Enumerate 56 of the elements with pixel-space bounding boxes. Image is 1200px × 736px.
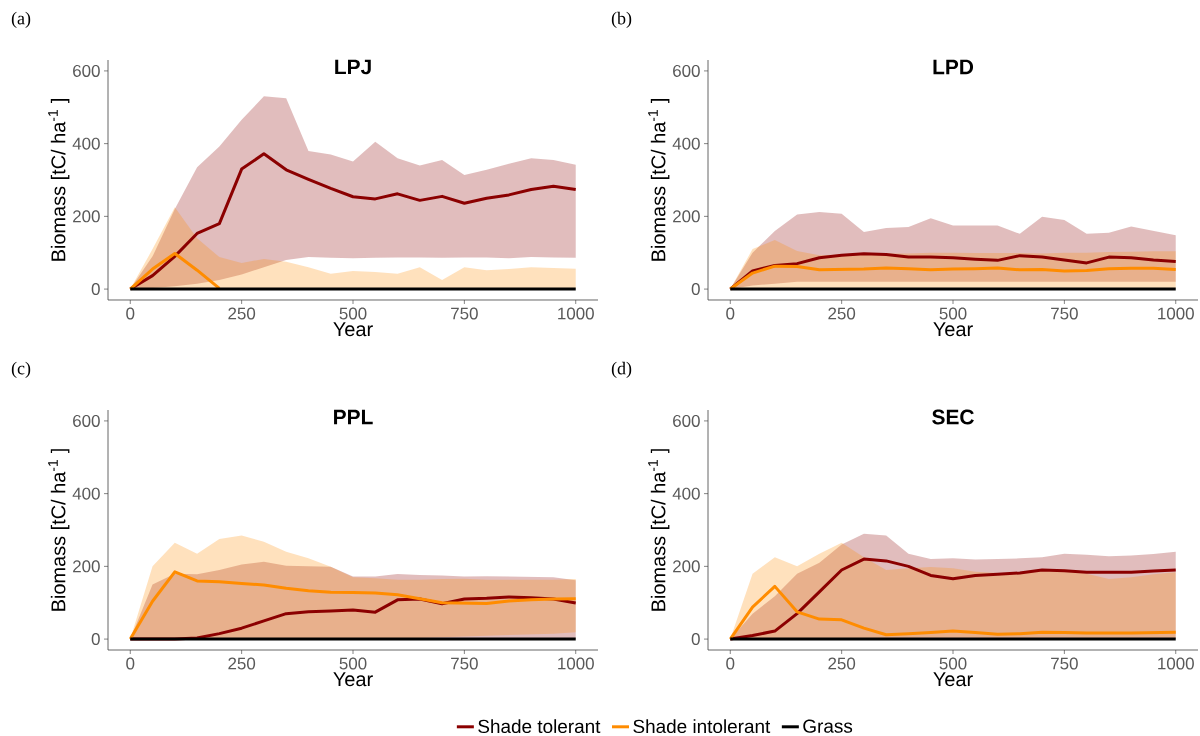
y-axis-title: Biomass [tC/ ha$^{-1}$ ]: [48, 99, 70, 261]
chart-title: LPD: [933, 59, 974, 75]
y-tick-label: 200: [73, 210, 100, 223]
x-tick-label: 250: [828, 657, 856, 670]
y-axis-title: Biomass [tC/ ha$^{-1}$ ]: [648, 449, 670, 611]
x-tick-label: 1000: [558, 307, 594, 320]
x-tick-label: 500: [939, 657, 967, 670]
x-tick-label: 0: [126, 307, 135, 320]
legend-label: Grass: [803, 719, 853, 733]
x-tick-label: 1000: [558, 657, 594, 670]
y-tick-label: 200: [73, 560, 100, 573]
x-tick-label: 750: [451, 657, 478, 670]
x-tick-label: 250: [228, 657, 256, 670]
chart-title: LPJ: [335, 59, 371, 75]
x-tick-label: 250: [228, 307, 256, 320]
y-tick-label: 0: [691, 283, 700, 296]
x-tick-label: 1000: [1158, 657, 1194, 670]
y-axis-title: Biomass [tC/ ha$^{-1}$ ]: [648, 99, 670, 261]
y-tick-label: 600: [673, 64, 700, 77]
y-tick-label: 600: [73, 414, 100, 427]
y-tick-label: 200: [673, 210, 700, 223]
y-tick-label: 200: [673, 560, 700, 573]
x-tick-label: 750: [451, 307, 478, 320]
x-axis-title: Year: [333, 672, 373, 687]
y-tick-label: 600: [73, 64, 100, 77]
x-tick-label: 500: [339, 307, 367, 320]
line-series: [128, 251, 221, 291]
text: (a): [11, 11, 31, 29]
x-axis-title: Year: [933, 322, 973, 337]
x-axis-title: Year: [933, 672, 973, 687]
y-tick-label: 0: [91, 283, 100, 296]
x-tick-label: 1000: [1158, 307, 1194, 320]
y-tick-label: 600: [673, 414, 700, 427]
y-tick-label: 400: [672, 487, 700, 500]
y-tick-label: 400: [72, 137, 100, 150]
legend-label: Shade intolerant: [633, 719, 771, 734]
x-tick-label: 750: [1051, 657, 1078, 670]
chart-title: SEC: [932, 409, 974, 425]
x-tick-label: 500: [339, 657, 367, 670]
legend-label: Shade tolerant: [478, 719, 601, 734]
x-tick-label: 0: [726, 657, 735, 670]
x-tick-label: 0: [726, 307, 735, 320]
y-axis-title: Biomass [tC/ ha$^{-1}$ ]: [48, 449, 70, 611]
x-tick-label: 500: [939, 307, 967, 320]
y-tick-label: 400: [72, 487, 100, 500]
x-tick-label: 750: [1051, 307, 1078, 320]
x-tick-label: 250: [828, 307, 856, 320]
y-tick-label: 0: [691, 633, 700, 646]
chart-title: PPL: [334, 409, 373, 425]
text: (d): [611, 361, 632, 379]
text: (c): [11, 361, 31, 379]
x-tick-label: 0: [126, 657, 135, 670]
y-tick-label: 400: [672, 137, 700, 150]
x-axis-title: Year: [333, 322, 373, 337]
y-tick-label: 0: [91, 633, 100, 646]
text: (b): [611, 11, 632, 29]
